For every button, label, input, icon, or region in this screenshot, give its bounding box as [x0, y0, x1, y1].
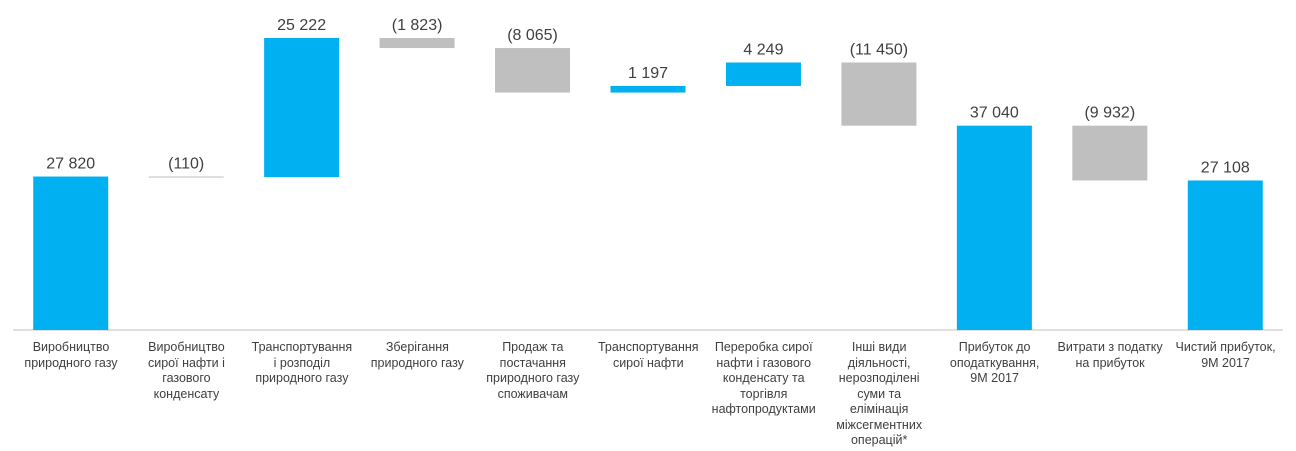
- bar: [33, 176, 109, 330]
- bar: [841, 62, 917, 126]
- bar: [495, 48, 571, 93]
- value-label: (1 823): [392, 17, 443, 34]
- bar: [610, 85, 686, 93]
- x-tick-label: Транспортування сирої нафти: [598, 340, 699, 370]
- value-label: 37 040: [970, 105, 1019, 122]
- x-tick-label: Виробництво сирої нафти і газового конде…: [148, 340, 225, 401]
- x-tick-label: Виробництво природного газу: [24, 340, 118, 370]
- value-label: (11 450): [850, 42, 908, 59]
- x-tick-label: Прибуток до оподаткування, 9М 2017: [949, 340, 1040, 385]
- bar: [379, 38, 455, 49]
- x-tick-label: Переробка сирої нафти і газового конденс…: [711, 340, 816, 416]
- value-label: (9 932): [1084, 105, 1135, 122]
- value-label: 1 197: [628, 65, 668, 82]
- bar: [1072, 125, 1148, 181]
- value-label: 4 249: [743, 42, 783, 59]
- x-tick-label: Витрати з податку на прибуток: [1057, 340, 1163, 370]
- x-tick-label: Інші види діяльності, нерозподілені суми…: [836, 340, 923, 447]
- x-tick-label: Транспортування і розподіл природного га…: [251, 340, 353, 385]
- bar: [725, 62, 801, 86]
- value-label: 27 820: [46, 156, 95, 173]
- bar: [148, 176, 224, 178]
- value-label: (110): [168, 156, 204, 173]
- x-tick-label: Зберігання природного газу: [370, 340, 464, 370]
- value-label: 25 222: [277, 17, 326, 34]
- value-label: 27 108: [1201, 159, 1250, 176]
- bar: [956, 125, 1032, 331]
- bar: [1187, 180, 1263, 330]
- bar: [264, 38, 340, 178]
- x-tick-label: Чистий прибуток, 9М 2017: [1175, 340, 1276, 370]
- x-tick-label: Продаж та постачання природного газу спо…: [486, 340, 580, 401]
- value-label: (8 065): [507, 27, 558, 44]
